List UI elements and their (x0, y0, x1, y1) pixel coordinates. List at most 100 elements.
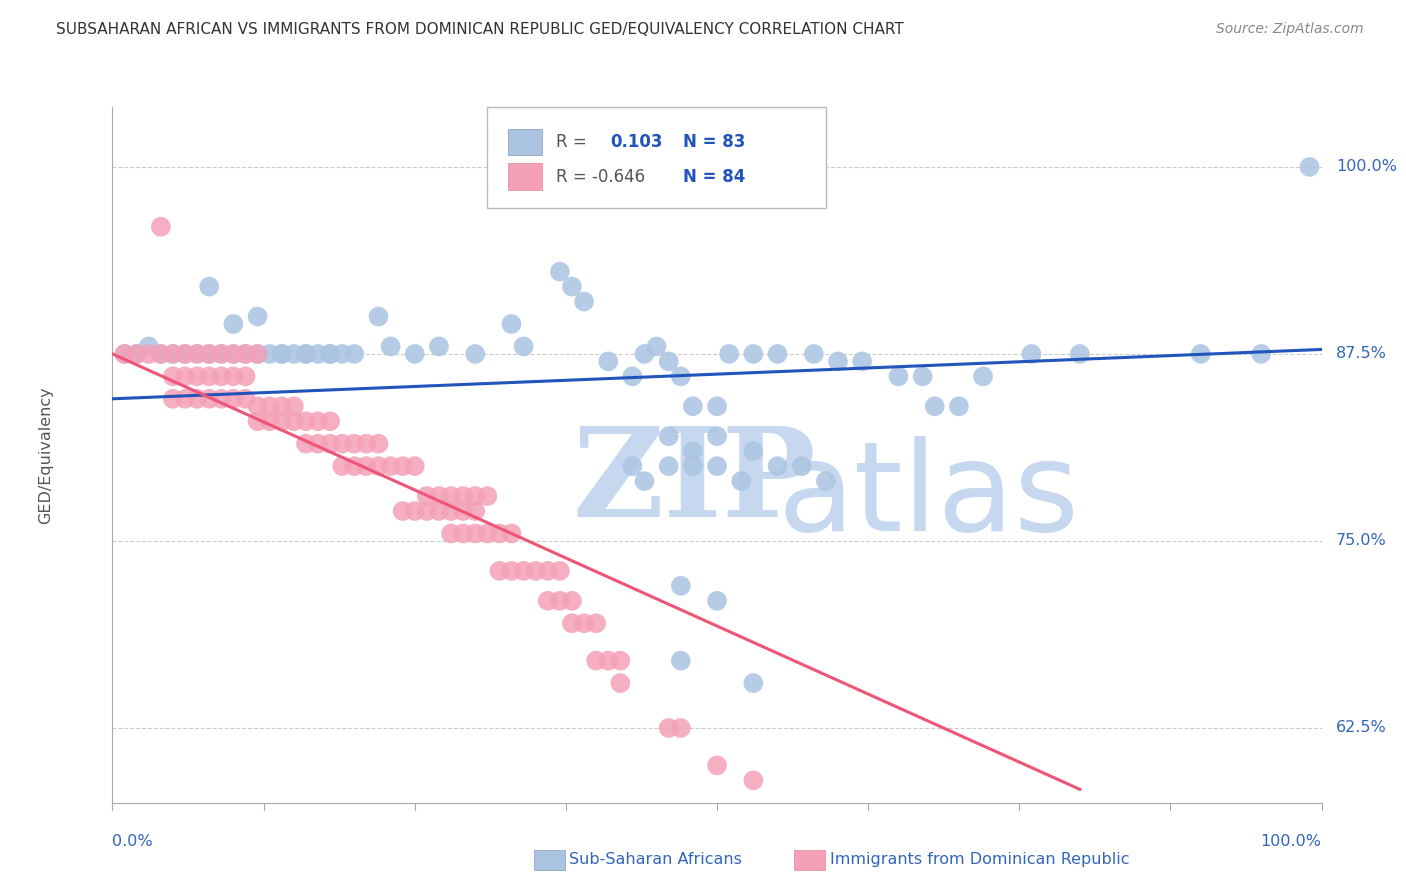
Point (307, 414, 329, 428)
Point (706, 459, 728, 474)
Text: GED/Equivalency: GED/Equivalency (38, 386, 53, 524)
Point (114, 347, 136, 361)
Point (633, 347, 655, 361)
Point (887, 369, 910, 384)
Point (222, 392, 245, 406)
Point (548, 594, 571, 608)
Point (235, 347, 257, 361)
Text: N = 83: N = 83 (683, 133, 745, 151)
Point (464, 526, 486, 541)
Point (561, 616, 583, 631)
Point (440, 526, 463, 541)
Point (198, 369, 221, 384)
Text: 75.0%: 75.0% (1336, 533, 1386, 549)
Point (319, 436, 342, 450)
Point (742, 347, 765, 361)
Point (380, 339, 402, 353)
Point (330, 436, 353, 450)
Point (367, 459, 389, 474)
Point (621, 459, 644, 474)
Point (451, 504, 474, 518)
Point (246, 310, 269, 324)
Point (598, 654, 620, 668)
Point (658, 721, 681, 735)
Point (1298, 160, 1320, 174)
Point (451, 489, 474, 503)
Point (162, 347, 184, 361)
Point (477, 489, 499, 503)
Point (416, 489, 439, 503)
Point (174, 369, 197, 384)
Point (427, 489, 450, 503)
Point (488, 564, 510, 578)
Point (319, 347, 342, 361)
Point (404, 347, 426, 361)
Point (851, 354, 873, 368)
Point (766, 347, 789, 361)
Point (380, 459, 402, 474)
Point (585, 654, 607, 668)
Text: 100.0%: 100.0% (1336, 160, 1398, 175)
Point (561, 594, 583, 608)
Point (682, 399, 704, 413)
Point (295, 436, 318, 450)
Point (427, 504, 450, 518)
Point (149, 219, 172, 234)
Point (198, 279, 221, 293)
Point (319, 347, 342, 361)
Point (548, 265, 571, 279)
Point (427, 339, 450, 353)
Point (561, 279, 583, 293)
Point (730, 474, 752, 488)
Point (682, 444, 704, 458)
Point (706, 399, 728, 413)
Point (658, 354, 681, 368)
Point (609, 654, 631, 668)
Point (356, 436, 378, 450)
Point (658, 459, 681, 474)
Point (658, 429, 681, 443)
Point (706, 594, 728, 608)
Point (319, 414, 342, 428)
Point (548, 564, 571, 578)
Point (682, 459, 704, 474)
Point (259, 399, 281, 413)
Point (307, 436, 329, 450)
Point (537, 564, 560, 578)
Point (186, 369, 208, 384)
Point (259, 347, 281, 361)
Point (209, 347, 232, 361)
Point (803, 347, 825, 361)
Point (585, 616, 607, 631)
Point (924, 399, 946, 413)
Point (198, 347, 221, 361)
Point (512, 564, 534, 578)
Point (330, 347, 353, 361)
Point (186, 347, 208, 361)
Point (501, 564, 523, 578)
Point (209, 392, 232, 406)
Point (295, 414, 318, 428)
Point (283, 414, 305, 428)
Point (246, 399, 269, 413)
Point (766, 459, 789, 474)
Point (330, 459, 353, 474)
Point (440, 489, 463, 503)
Point (283, 347, 305, 361)
Point (209, 347, 232, 361)
Point (235, 392, 257, 406)
Text: Source: ZipAtlas.com: Source: ZipAtlas.com (1216, 22, 1364, 37)
Point (270, 347, 292, 361)
Point (814, 474, 837, 488)
Text: Sub-Saharan Africans: Sub-Saharan Africans (569, 853, 742, 867)
Bar (508, 163, 541, 190)
Point (404, 504, 426, 518)
Text: N = 84: N = 84 (683, 168, 745, 186)
Point (645, 339, 668, 353)
Point (259, 414, 281, 428)
Point (125, 347, 148, 361)
Point (246, 414, 269, 428)
Text: 0.0%: 0.0% (112, 834, 153, 849)
Point (572, 616, 595, 631)
Text: SUBSAHARAN AFRICAN VS IMMIGRANTS FROM DOMINICAN REPUBLIC GED/EQUIVALENCY CORRELA: SUBSAHARAN AFRICAN VS IMMIGRANTS FROM DO… (56, 22, 904, 37)
